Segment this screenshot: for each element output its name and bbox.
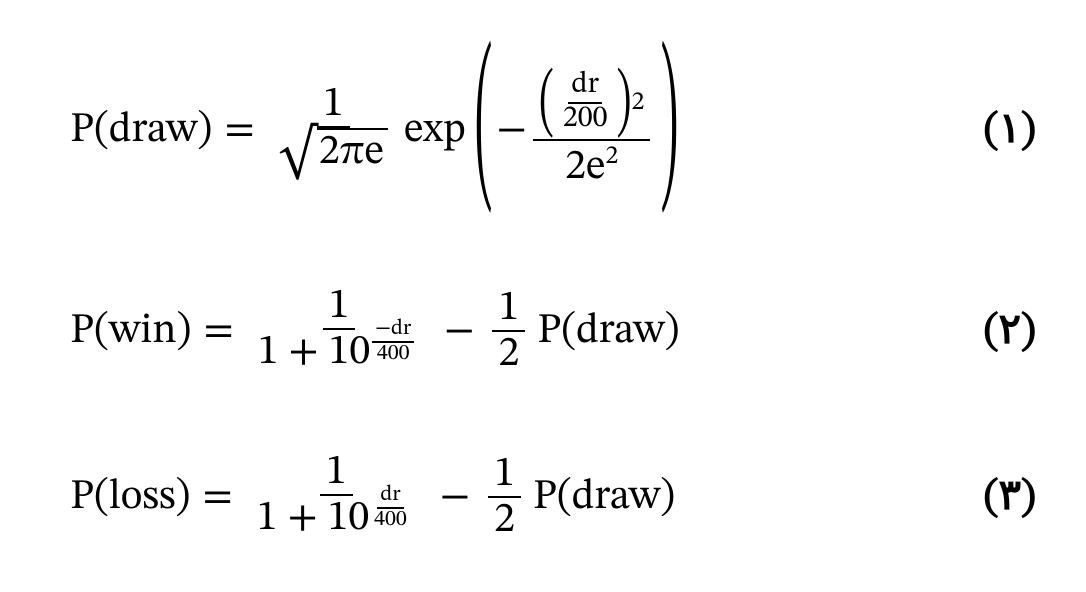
exp-frac-2-den: 400 (374, 343, 413, 366)
equation-row-1: P(draw) = 1 √ 2πe exp ( − ( dr (70, 20, 1046, 240)
sqrt-2pie: √ 2πe (279, 128, 388, 174)
equation-number-2: (۲) (983, 304, 1046, 359)
dr-den: 200 (560, 104, 611, 136)
inner-left-paren: ( (539, 63, 554, 142)
big-left-paren: ( (474, 13, 492, 246)
minus-inside-bigparen: − (497, 104, 527, 157)
half-2-num: 1 (492, 286, 525, 332)
lhs-1: P(draw) (70, 104, 212, 157)
two-e: 2e (565, 146, 605, 188)
frac-dr-200: dr 200 (560, 70, 611, 135)
one-plus-ten-2: 1 + 10 (258, 330, 370, 374)
frac-inside-exp-num: ( dr 200 ) 2 (533, 70, 650, 141)
frac-3-1-num: 1 (320, 450, 353, 496)
equation-page: P(draw) = 1 √ 2πe exp ( − ( dr (0, 0, 1086, 592)
frac-2-1-den: 1 + 10 −dr 400 (252, 330, 426, 378)
inner-right-paren: ) (616, 63, 631, 142)
frac-inside-exp: ( dr 200 ) 2 2e2 (533, 70, 650, 189)
radicand-2pie: 2πe (317, 128, 388, 174)
dr-num: dr (568, 70, 602, 104)
frac-1-1: 1 √ 2πe (273, 82, 394, 178)
half-3-num: 1 (488, 452, 521, 498)
equals-2: = (204, 305, 234, 358)
one-plus-ten-3: 1 + 10 (257, 496, 369, 540)
equals-1: = (224, 104, 254, 157)
exp-frac-3-den: 400 (371, 509, 410, 532)
equation-row-3: P(loss) = 1 1 + 10 dr 400 − 1 2 P(draw) … (70, 422, 1046, 572)
pdraw-3: P(draw) (533, 471, 675, 524)
frac-3-1: 1 1 + 10 dr 400 (251, 450, 422, 544)
big-right-paren: ) (661, 13, 679, 246)
frac-3-1-den: 1 + 10 dr 400 (251, 496, 422, 544)
lhs-3: P(loss) (70, 471, 191, 524)
frac-inside-exp-den: 2e2 (559, 141, 624, 189)
equation-number-3: (۳) (983, 470, 1046, 525)
equals-3: = (203, 471, 233, 524)
exp-frac-3: dr 400 (371, 484, 410, 532)
minus-3: − (440, 471, 470, 524)
exp-text: exp (404, 104, 466, 157)
half-3-den: 2 (488, 498, 521, 542)
equation-2: P(win) = 1 1 + 10 −dr 400 − 1 2 P(draw) (70, 284, 680, 378)
lhs-2: P(win) (70, 305, 192, 358)
frac-1-1-den: √ 2πe (273, 128, 394, 178)
radical-sign: √ (279, 136, 317, 174)
frac-2-1-num: 1 (323, 284, 356, 330)
equation-number-1: (۱) (983, 103, 1046, 158)
equation-3: P(loss) = 1 1 + 10 dr 400 − 1 2 P(draw) (70, 450, 675, 544)
exp-frac-2: −dr 400 (372, 318, 414, 366)
frac-2-1: 1 1 + 10 −dr 400 (252, 284, 426, 378)
e-exp-2: 2 (605, 144, 618, 170)
frac-1-1-num: 1 (317, 82, 350, 128)
pdraw-2: P(draw) (537, 305, 679, 358)
exp-frac-2-num: −dr (372, 318, 414, 343)
frac-half-2: 1 2 (492, 286, 525, 376)
exp-frac-3-num: dr (377, 484, 403, 509)
equation-row-2: P(win) = 1 1 + 10 −dr 400 − 1 2 P(draw) … (70, 254, 1046, 409)
equation-1: P(draw) = 1 √ 2πe exp ( − ( dr (70, 70, 683, 189)
half-2-den: 2 (492, 332, 525, 376)
frac-half-3: 1 2 (488, 452, 521, 542)
minus-2: − (444, 305, 474, 358)
